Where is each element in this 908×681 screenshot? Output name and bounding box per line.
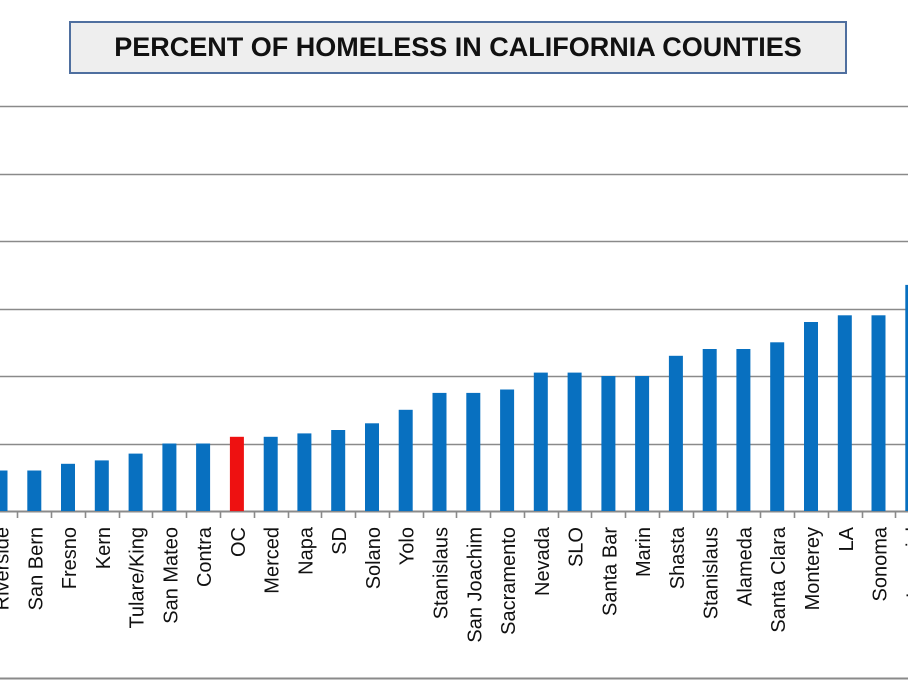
x-tick-label: Stanislaus	[701, 527, 723, 619]
x-tick-label: Tulare/King	[127, 527, 149, 629]
bar	[61, 463, 75, 512]
bar	[128, 453, 143, 511]
x-tick-label: San Joachim	[464, 527, 486, 643]
bar	[702, 349, 717, 511]
x-tick-label: Fresno	[59, 527, 81, 589]
x-tick-label: OC	[228, 527, 250, 557]
bar	[398, 409, 413, 512]
bar	[668, 355, 683, 512]
x-tick-label: Kern	[93, 527, 115, 569]
bar	[770, 342, 785, 512]
x-tick-label: Santa Clara	[768, 526, 790, 632]
x-tick-label: Alameda	[734, 526, 756, 606]
bar	[27, 470, 42, 511]
chart-title-box: PERCENT OF HOMELESS IN CALIFORNIA COUNTI…	[69, 21, 847, 74]
x-tick-label: San Mateo	[160, 527, 182, 624]
x-tick-label: Santa Bar	[599, 527, 621, 616]
x-tick-label: Solano	[363, 527, 385, 589]
bar	[432, 392, 447, 511]
bars	[0, 284, 908, 512]
bar	[196, 443, 211, 511]
x-tick-labels: Riverside San Bern Fresno Kern Tulare/King Sa…	[0, 511, 908, 643]
chart-title: PERCENT OF HOMELESS IN CALIFORNIA COUNTI…	[114, 32, 802, 62]
bar	[331, 430, 346, 511]
bar	[0, 470, 8, 511]
bar	[533, 372, 548, 511]
bar	[263, 436, 278, 512]
bar	[837, 315, 852, 512]
bar	[94, 460, 109, 511]
bar	[297, 433, 312, 511]
bar	[466, 392, 481, 511]
x-tick-label: Yolo	[397, 527, 419, 565]
x-tick-label: Nevada	[532, 526, 554, 596]
x-tick-label: Imperial	[903, 527, 908, 598]
bar	[567, 372, 582, 511]
x-tick-label: Monterey	[802, 527, 824, 610]
x-tick-label: Merced	[262, 527, 284, 594]
x-tick-label: Shasta	[667, 526, 689, 589]
bar	[871, 315, 886, 512]
bar	[365, 423, 379, 512]
x-tick-label: SLO	[566, 527, 588, 567]
gridlines	[0, 105, 908, 680]
x-tick-label: Riverside	[0, 527, 14, 610]
bar	[635, 376, 650, 511]
x-tick-label: Napa	[295, 526, 317, 575]
bar	[162, 443, 177, 511]
x-tick-label: Sacramento	[498, 527, 520, 635]
x-tick-label: Marin	[633, 527, 655, 577]
bar	[905, 284, 908, 511]
bar	[601, 376, 616, 511]
bar	[804, 322, 818, 511]
bar	[500, 389, 515, 511]
bar	[736, 349, 751, 511]
x-tick-label: Contra	[194, 526, 216, 587]
x-tick-label: Stanislaus	[431, 527, 453, 619]
x-tick-label: SD	[329, 527, 351, 555]
x-tick-label: San Bern	[25, 527, 47, 610]
bar	[229, 436, 244, 512]
x-tick-label: LA	[836, 526, 858, 551]
x-tick-label: Sonoma	[870, 526, 892, 601]
